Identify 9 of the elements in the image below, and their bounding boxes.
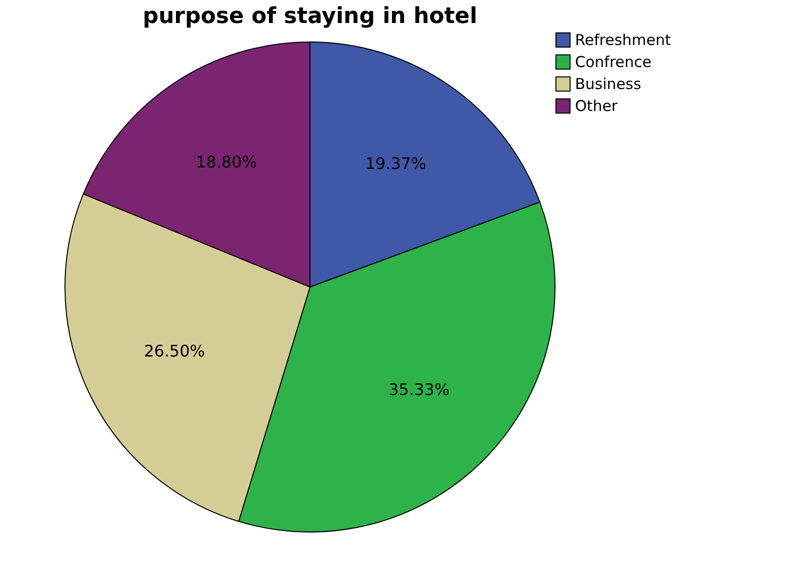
legend-label: Other [575,97,618,115]
chart-title: purpose of staying in hotel [142,4,478,29]
data-label: 35.33% [388,380,450,399]
legend-label: Business [575,75,642,93]
legend-label: Confrence [575,53,652,71]
legend-label: Refreshment [575,31,671,49]
data-label: 18.80% [196,152,257,172]
data-label: 26.50% [144,341,205,360]
data-label: 19.37% [365,154,426,173]
